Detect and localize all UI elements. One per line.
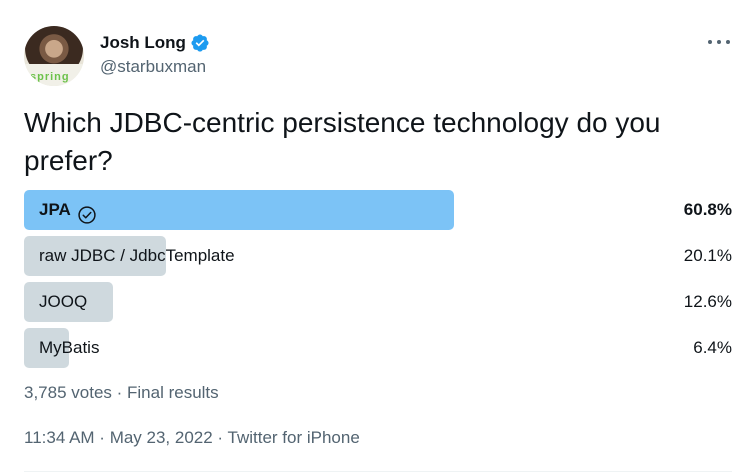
divider bbox=[24, 471, 732, 472]
tweet-date[interactable]: May 23, 2022 bbox=[109, 428, 213, 447]
poll-option-percent: 20.1% bbox=[683, 246, 732, 265]
avatar-shirt-text: spring bbox=[30, 71, 70, 83]
poll-option-label: JOOQ bbox=[39, 292, 88, 311]
poll-option: JOOQ 12.6% bbox=[24, 282, 732, 322]
poll-option-label: MyBatis bbox=[39, 338, 100, 357]
poll-option-bar bbox=[24, 236, 167, 276]
poll-option-label: raw JDBC / JdbcTemplate bbox=[39, 246, 235, 265]
poll-option-bar bbox=[24, 328, 70, 368]
timestamp-separator-2: · bbox=[212, 428, 228, 447]
check-circle-icon bbox=[77, 200, 97, 224]
poll-option-bar bbox=[24, 190, 454, 230]
tweet-timestamp-row: 11:34 AM · May 23, 2022 · Twitter for iP… bbox=[24, 428, 360, 448]
poll-option: JPA 60.8% bbox=[24, 190, 732, 230]
tweet-text: Which JDBC-centric persistence technolog… bbox=[24, 107, 661, 176]
poll-option-bar bbox=[24, 282, 114, 322]
poll-votes: 3,785 votes bbox=[24, 383, 112, 402]
author-name-row[interactable]: Josh Long bbox=[100, 31, 210, 55]
poll-option: MyBatis 6.4% bbox=[24, 328, 732, 368]
poll-meta: 3,785 votes · Final results bbox=[24, 383, 219, 403]
poll-option-label-wrap: JOOQ bbox=[39, 282, 87, 322]
poll-option-percent: 60.8% bbox=[683, 200, 732, 219]
poll-option-label-wrap: MyBatis bbox=[39, 328, 99, 368]
poll-option-percent: 6.4% bbox=[693, 338, 732, 357]
poll: JPA 60.8% raw JDBC / JdbcTemplate 20.1% JOOQ… bbox=[24, 190, 732, 374]
tweet-source[interactable]: Twitter for iPhone bbox=[227, 428, 360, 447]
poll-option-label-wrap: JPA bbox=[39, 190, 97, 230]
more-options-icon[interactable] bbox=[706, 32, 732, 52]
poll-option-label: JPA bbox=[39, 200, 71, 219]
timestamp-separator-1: · bbox=[94, 428, 110, 447]
poll-meta-separator: · bbox=[111, 383, 128, 402]
poll-option-label-wrap: raw JDBC / JdbcTemplate bbox=[39, 236, 235, 276]
avatar[interactable]: spring bbox=[24, 26, 84, 86]
author-display-name[interactable]: Josh Long bbox=[100, 33, 186, 52]
author-handle[interactable]: @starbuxman bbox=[100, 57, 207, 76]
poll-option-percent: 12.6% bbox=[683, 292, 732, 311]
poll-status: Final results bbox=[127, 383, 219, 402]
poll-option: raw JDBC / JdbcTemplate 20.1% bbox=[24, 236, 732, 276]
tweet-time[interactable]: 11:34 AM bbox=[24, 428, 95, 447]
avatar-shirt bbox=[24, 64, 84, 86]
verified-badge-icon bbox=[190, 33, 210, 53]
